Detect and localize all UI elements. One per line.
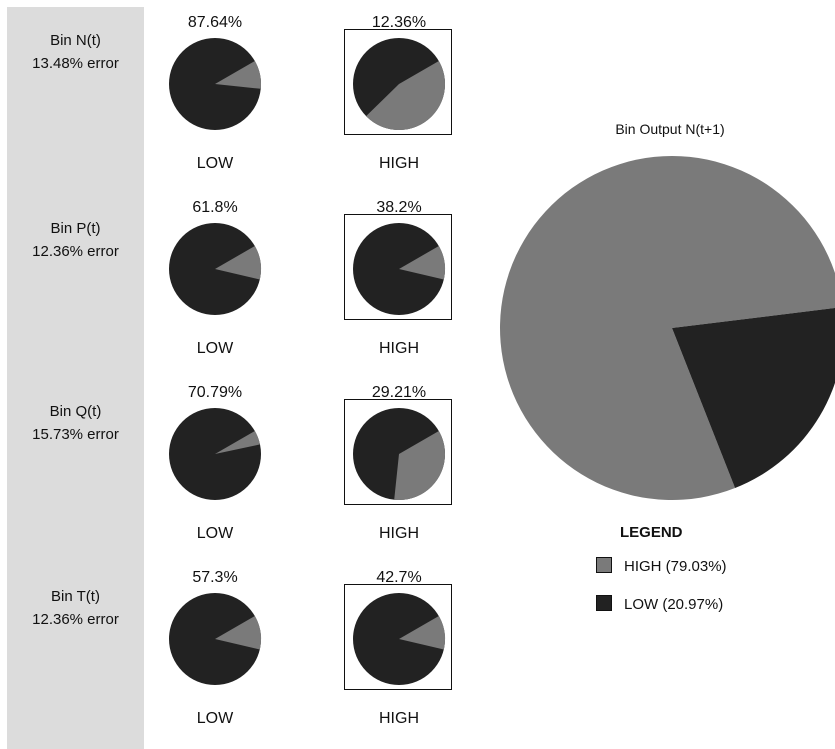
legend-item-low: LOW (20.97%)	[596, 595, 723, 614]
input-row: 57.3% 42.7% LOW HIGH	[144, 555, 484, 740]
legend-title: LEGEND	[620, 524, 683, 541]
low-pie-slice-high	[215, 246, 261, 280]
input-row: 61.8% 38.2% LOW HIGH	[144, 185, 484, 370]
low-state-pie	[169, 593, 261, 685]
low-pie-slice-high	[215, 61, 261, 89]
legend-item-high: HIGH (79.03%)	[596, 557, 727, 576]
output-slice-high	[500, 156, 835, 500]
low-pie-slice-high	[215, 616, 261, 650]
legend-label-high: HIGH (79.03%)	[624, 558, 727, 575]
low-state-label: LOW	[196, 710, 234, 727]
output-chart-title: Bin Output N(t+1)	[615, 121, 725, 137]
high-percent: 12.36%	[371, 14, 427, 31]
variable-name: Bin N(t)	[50, 32, 101, 49]
selected-state-box	[344, 584, 452, 690]
low-state-label: LOW	[196, 155, 234, 172]
low-state-label: LOW	[196, 525, 234, 542]
high-state-label: HIGH	[379, 340, 419, 357]
output-pie-chart	[500, 156, 835, 500]
input-row: 70.79% 29.21% LOW HIGH	[144, 370, 484, 555]
low-percent: 70.79%	[187, 384, 243, 401]
variable-label: Bin N(t) 13.48% error	[7, 29, 144, 75]
high-state-label: HIGH	[379, 525, 419, 542]
variable-error: 12.36% error	[32, 611, 119, 628]
low-percent: 57.3%	[192, 569, 238, 586]
high-state-label: HIGH	[379, 710, 419, 727]
high-state-pie	[353, 593, 445, 685]
high-percent: 38.2%	[376, 199, 422, 216]
variable-label: Bin Q(t) 15.73% error	[7, 400, 144, 446]
high-percent: 29.21%	[371, 384, 427, 401]
variable-name: Bin Q(t)	[49, 403, 102, 420]
high-state-pie	[353, 408, 445, 500]
low-percent: 61.8%	[192, 199, 238, 216]
high-state-label: HIGH	[379, 155, 419, 172]
variable-error: 15.73% error	[32, 426, 119, 443]
variable-label: Bin P(t) 12.36% error	[7, 217, 144, 263]
selected-state-box	[344, 29, 452, 135]
output-slice-low	[672, 307, 835, 489]
high-state-pie	[353, 223, 445, 315]
legend-label-low: LOW (20.97%)	[624, 596, 724, 613]
variable-label: Bin T(t) 12.36% error	[7, 585, 144, 631]
low-percent: 87.64%	[187, 14, 243, 31]
selected-state-box	[344, 214, 452, 320]
low-state-pie	[169, 223, 261, 315]
high-pie-slice-high	[399, 246, 445, 280]
input-row: 87.64% 12.36% LOW HIGH	[144, 0, 484, 185]
selected-state-box	[344, 399, 452, 505]
low-state-pie	[169, 38, 261, 130]
high-pie-slice-high	[394, 431, 445, 500]
legend-swatch-high	[596, 557, 612, 573]
high-pie-slice-high	[399, 616, 445, 650]
low-state-label: LOW	[196, 340, 234, 357]
variable-name: Bin T(t)	[51, 588, 100, 605]
sidebar-panel: Bin N(t) 13.48% error Bin P(t) 12.36% error…	[7, 7, 144, 749]
variable-name: Bin P(t)	[50, 220, 101, 237]
variable-error: 12.36% error	[32, 243, 119, 260]
high-percent: 42.7%	[376, 569, 422, 586]
high-state-pie	[353, 38, 445, 131]
low-pie-slice-high	[215, 431, 260, 454]
high-pie-slice-high	[366, 61, 445, 131]
variable-error: 13.48% error	[32, 55, 119, 72]
low-state-pie	[169, 408, 261, 500]
legend-swatch-low	[596, 595, 612, 611]
